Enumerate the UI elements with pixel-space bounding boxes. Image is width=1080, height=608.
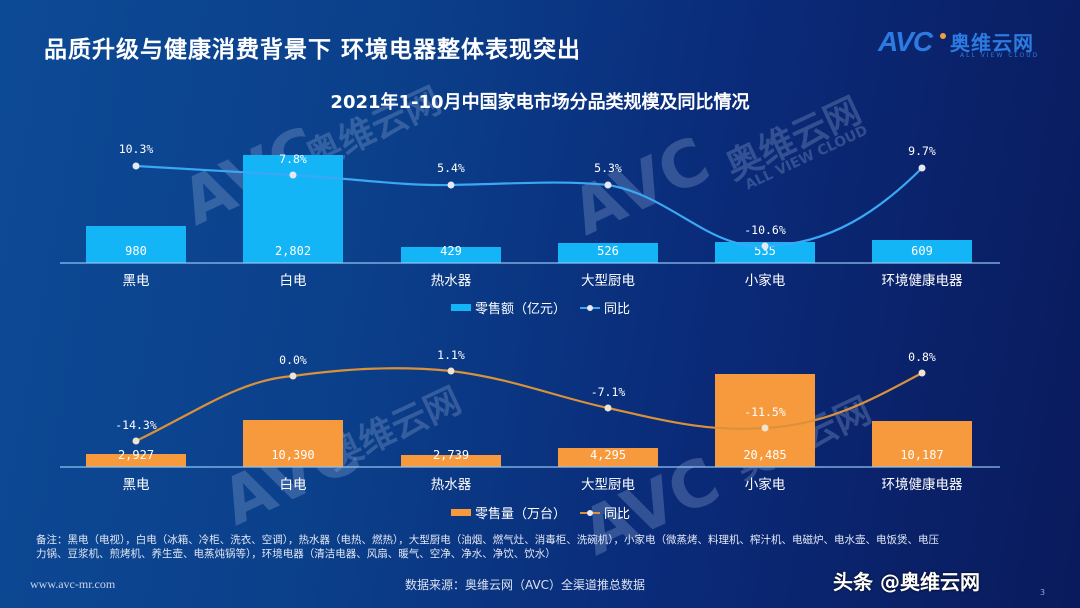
category-label: 白电 [280,477,307,493]
category-label: 环境健康电器 [882,476,963,493]
chart-title: 2021年1-10月中国家电市场分品类规模及同比情况 [330,92,750,113]
data-point [761,242,769,250]
yoy-label: 0.8% [908,350,936,364]
footnote-line: 备注：黑电（电视），白电（冰箱、冷柜、洗衣、空调），热水器（电热、燃热），大型厨… [36,534,939,546]
bar [401,455,501,467]
yoy-label: 5.4% [437,161,465,175]
data-point [447,367,455,375]
yoy-label: 5.3% [594,161,622,175]
top-yoy-line [135,164,923,248]
bar-value-label: 429 [440,244,462,258]
footer-brand-watermark: 头条 @奥维云网 [833,570,980,594]
data-point [918,164,926,172]
legend-line-label: 同比 [604,302,631,317]
bar [558,243,658,263]
bar-value-label: 10,390 [271,448,314,462]
bottom-yoy-line [135,367,923,442]
bottom-yoy-labels: -14.3% 0.0% 1.1% -7.1% -11.5% 0.8% [115,348,936,432]
yoy-label: 7.8% [279,152,307,166]
bar-value-label: 609 [911,244,933,258]
top-bar-value-labels: 980 2,802 429 526 535 609 [125,244,933,258]
category-label: 大型厨电 [581,273,635,289]
category-label: 热水器 [431,477,472,493]
legend-line-swatch [580,509,601,516]
bar [558,448,658,467]
footnote-line: 力锅、豆浆机、煎烤机、养生壶、电蒸炖锅等），环境电器（清洁电器、风扇、暖气、空净… [36,548,556,560]
yoy-label: -14.3% [115,418,157,432]
yoy-label: -11.5% [744,405,786,419]
top-chart: 980 2,802 429 526 535 609 10.3% 7.8% 5.4… [60,142,1000,289]
yoy-label: 9.7% [908,144,936,158]
top-bars [86,155,972,263]
footer-source: 数据来源：奥维云网（AVC）全渠道推总数据 [405,578,646,592]
bar [715,374,815,467]
legend-bar-swatch [451,509,471,516]
logo-dot-icon [940,33,946,39]
bar [715,242,815,263]
top-yoy-points [132,162,926,250]
category-label: 大型厨电 [581,477,635,493]
bar [86,454,186,467]
data-point [289,171,297,179]
data-point [604,181,612,189]
legend-line-label: 同比 [604,507,631,522]
category-label: 白电 [280,273,307,289]
legend-bar-swatch [451,304,471,311]
data-point [289,372,297,380]
bar [872,240,972,263]
avc-logo: AVC 奥维云网 ALL VIEW CLOUD [878,26,1058,62]
bottom-bar-value-labels: 2,927 10,390 2,739 4,295 20,485 10,187 [118,448,944,462]
page-title: 品质升级与健康消费背景下 环境电器整体表现突出 [44,37,582,63]
legend-bar-label: 零售额（亿元） [475,302,567,317]
data-point [132,162,140,170]
bar-value-label: 10,187 [900,448,943,462]
category-label: 小家电 [745,272,786,289]
bottom-legend: 零售量（万台） 同比 [451,503,630,522]
yoy-label: 10.3% [119,142,154,156]
data-point [918,369,926,377]
logo-mark: AVC [878,26,933,57]
category-label: 热水器 [431,273,472,289]
bar [401,247,501,263]
bar [243,420,343,467]
yoy-label: 0.0% [279,353,307,367]
bar-value-label: 535 [754,244,776,258]
top-legend: 零售额（亿元） 同比 [451,298,630,317]
bottom-bars [86,374,972,467]
yoy-label: -7.1% [591,385,626,399]
footnote: 备注：黑电（电视），白电（冰箱、冷柜、洗衣、空调），热水器（电热、燃热），大型厨… [36,533,1046,561]
bar-value-label: 4,295 [590,448,626,462]
data-point [447,181,455,189]
bar [872,421,972,467]
top-yoy-labels: 10.3% 7.8% 5.4% 5.3% -10.6% 9.7% [119,142,936,237]
yoy-label: 1.1% [437,348,465,362]
bar-value-label: 2,927 [118,448,154,462]
category-label: 黑电 [123,273,150,289]
yoy-label: -10.6% [744,223,786,237]
logo-name-en: ALL VIEW CLOUD [960,52,1040,59]
data-point [761,424,769,432]
bar [86,226,186,263]
bar-value-label: 2,739 [433,448,469,462]
bottom-category-labels: 黑电 白电 热水器 大型厨电 小家电 环境健康电器 [123,476,963,493]
bar-value-label: 980 [125,244,147,258]
bar-value-label: 2,802 [275,244,311,258]
bar-value-label: 526 [597,244,619,258]
bar-value-label: 20,485 [743,448,786,462]
legend-bar-label: 零售量（万台） [475,507,567,522]
category-label: 小家电 [745,476,786,493]
page-number: 3 [1040,588,1046,597]
bottom-chart: 2,927 10,390 2,739 4,295 20,485 10,187 -… [60,348,1000,493]
category-label: 黑电 [123,477,150,493]
data-point [132,437,140,445]
legend-line-swatch [580,304,601,311]
data-point [604,404,612,412]
top-category-labels: 黑电 白电 热水器 大型厨电 小家电 环境健康电器 [123,272,963,289]
bottom-yoy-points [132,367,926,445]
category-label: 环境健康电器 [882,272,963,289]
footer-url[interactable]: www.avc-mr.com [30,577,116,591]
logo-name-cn: 奥维云网 [950,31,1034,55]
